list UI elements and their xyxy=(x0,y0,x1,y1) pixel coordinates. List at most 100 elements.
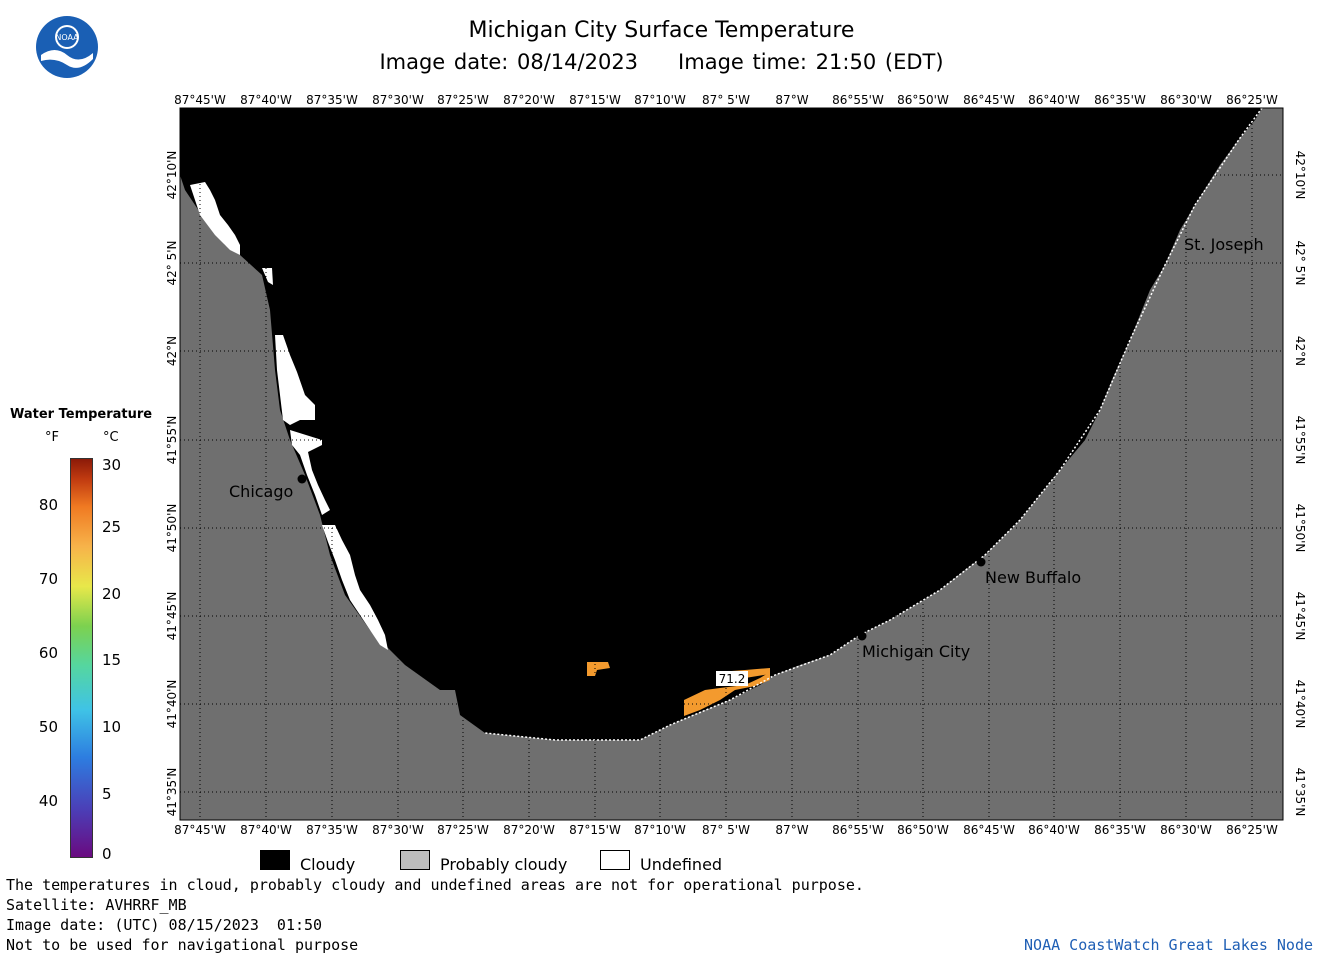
lon-label: 87° 5'W xyxy=(702,93,750,107)
lon-label: 87°25'W xyxy=(437,93,489,107)
lon-label: 87°40'W xyxy=(240,823,292,837)
lon-label: 87° 5'W xyxy=(702,823,750,837)
lon-label: 86°35'W xyxy=(1094,93,1146,107)
image-datetime: Image date: 08/14/2023 Image time: 21:50 … xyxy=(0,50,1323,74)
noaa-logo-text: NOAA xyxy=(55,33,79,42)
lon-label: 87°W xyxy=(775,93,808,107)
legend-unit-f: °F xyxy=(45,430,59,445)
lon-label: 87°10'W xyxy=(634,823,686,837)
city-marker-michigan-city xyxy=(857,631,867,641)
lat-label: 41°40'N xyxy=(165,680,179,729)
temperature-reading: 71.2 xyxy=(719,672,746,686)
footer-note: The temperatures in cloud, probably clou… xyxy=(6,876,864,894)
lon-label: 87°45'W xyxy=(174,93,226,107)
lat-label: 41°45'N xyxy=(1293,592,1307,641)
graticule xyxy=(180,108,1283,820)
lon-labels-top: 87°45'W 87°40'W 87°35'W 87°30'W 87°25'W … xyxy=(174,93,1278,107)
lat-label: 42°N xyxy=(1293,336,1307,366)
lon-label: 86°25'W xyxy=(1226,93,1278,107)
legend-c-tick: 15 xyxy=(102,651,122,669)
lon-label: 86°30'W xyxy=(1160,93,1212,107)
city-marker-chicago xyxy=(297,474,307,484)
lon-label: 86°40'W xyxy=(1028,93,1080,107)
legend-c-tick: 20 xyxy=(102,585,122,603)
city-label-st-joseph: St. Joseph xyxy=(1184,235,1264,254)
lat-label: 42°N xyxy=(165,336,179,366)
lat-label: 41°50'N xyxy=(165,504,179,553)
legend-swatch-undefined xyxy=(600,850,630,870)
lon-label: 87°15'W xyxy=(569,93,621,107)
lon-label: 87°15'W xyxy=(569,823,621,837)
undefined-strip xyxy=(322,525,388,650)
lat-label: 41°45'N xyxy=(165,592,179,641)
reading-box xyxy=(716,671,748,686)
legend-label-undefined: Undefined xyxy=(640,855,723,874)
legend-c-tick: 0 xyxy=(102,845,112,863)
footer-warning: Not to be used for navigational purpose xyxy=(6,936,359,954)
lon-label: 87°35'W xyxy=(306,93,358,107)
lon-label: 86°50'W xyxy=(897,823,949,837)
legend-c-tick: 5 xyxy=(102,785,112,803)
legend-unit-c: °C xyxy=(103,430,119,445)
legend-f-tick: 80 xyxy=(38,496,58,514)
lat-label: 41°40'N xyxy=(1293,680,1307,729)
image-date: Image date: 08/14/2023 xyxy=(379,50,639,74)
legend-c-tick: 25 xyxy=(102,518,122,536)
legend-c-tick: 30 xyxy=(102,456,122,474)
lat-label: 42°10'N xyxy=(1293,151,1307,200)
lon-label: 87°30'W xyxy=(372,93,424,107)
lon-label: 86°45'W xyxy=(963,93,1015,107)
noaa-logo: NOAA xyxy=(36,16,98,78)
legend-f-tick: 70 xyxy=(38,570,58,588)
undefined-strip xyxy=(190,182,240,255)
lat-label: 42° 5'N xyxy=(1293,241,1307,286)
lat-label: 42° 5'N xyxy=(165,241,179,286)
legend-title: Water Temperature xyxy=(10,407,153,422)
legend-label-cloudy: Cloudy xyxy=(300,855,356,874)
footer-satellite: Satellite: AVHRRF_MB xyxy=(6,896,187,914)
undefined-strip xyxy=(275,335,315,425)
lon-label: 86°25'W xyxy=(1226,823,1278,837)
lon-label: 87°20'W xyxy=(503,93,555,107)
lon-label: 87°30'W xyxy=(372,823,424,837)
lat-label: 42°10'N xyxy=(165,151,179,200)
lat-label: 41°50'N xyxy=(1293,504,1307,553)
image-time: Image time: 21:50 (EDT) xyxy=(678,50,944,74)
lon-label: 86°30'W xyxy=(1160,823,1212,837)
legend-f-tick: 40 xyxy=(38,792,58,810)
legend-f-tick: 50 xyxy=(38,718,58,736)
legend-swatch-cloudy xyxy=(260,850,290,870)
legend-f-tick: 60 xyxy=(38,644,58,662)
legend-label-probably-cloudy: Probably cloudy xyxy=(440,855,568,874)
temperature-colorbar xyxy=(70,458,93,858)
lon-label: 86°45'W xyxy=(963,823,1015,837)
lon-label: 86°50'W xyxy=(897,93,949,107)
lon-label: 87°20'W xyxy=(503,823,555,837)
lon-label: 86°35'W xyxy=(1094,823,1146,837)
map-frame xyxy=(179,107,1284,821)
lat-label: 41°55'N xyxy=(1293,416,1307,465)
footer-node-credit: NOAA CoastWatch Great Lakes Node xyxy=(1024,936,1313,954)
warm-water-patch xyxy=(684,672,770,716)
lon-label: 87°40'W xyxy=(240,93,292,107)
lon-label: 86°40'W xyxy=(1028,823,1080,837)
city-marker-new-buffalo xyxy=(976,557,986,567)
lon-label: 86°55'W xyxy=(832,93,884,107)
lon-label: 87°10'W xyxy=(634,93,686,107)
lon-label: 87°45'W xyxy=(174,823,226,837)
lake-cloudy-area xyxy=(180,108,1262,740)
lon-labels-bottom: 87°45'W 87°40'W 87°35'W 87°30'W 87°25'W … xyxy=(174,823,1278,837)
city-label-new-buffalo: New Buffalo xyxy=(985,568,1081,587)
undefined-strip xyxy=(262,268,273,285)
legend-swatch-probably-cloudy xyxy=(400,850,430,870)
page-title: Michigan City Surface Temperature xyxy=(468,18,855,43)
lat-label: 41°35'N xyxy=(165,768,179,817)
coastline xyxy=(484,107,1263,741)
lon-label: 86°55'W xyxy=(832,823,884,837)
lon-label: 87°25'W xyxy=(437,823,489,837)
city-label-chicago: Chicago xyxy=(229,482,293,501)
lon-label: 87°35'W xyxy=(306,823,358,837)
legend-c-tick: 10 xyxy=(102,718,122,736)
lat-labels-left: 42°10'N 42° 5'N 42°N 41°55'N 41°50'N 41°… xyxy=(165,151,179,817)
